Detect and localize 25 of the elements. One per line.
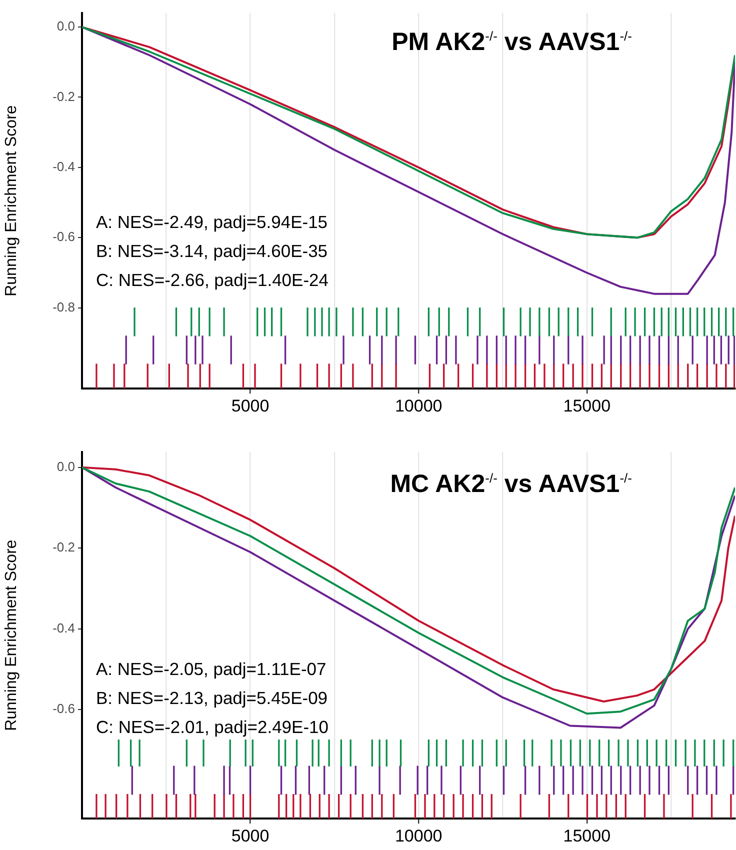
y-tick-label: 0.0 bbox=[56, 458, 75, 474]
y-tick-label: -0.4 bbox=[52, 159, 75, 174]
x-tick-label: 10000 bbox=[394, 826, 442, 846]
x-tick-label: 5000 bbox=[231, 826, 270, 846]
y-tick-label: -0.6 bbox=[52, 229, 75, 244]
annotation: B: NES=-2.13, padj=5.45E-09 bbox=[96, 687, 329, 710]
y-tick-label: -0.2 bbox=[52, 88, 75, 104]
x-tick-label: 5000 bbox=[231, 396, 270, 416]
text: PM AK2$^{-/-}$ vs AAVS1$^{-/-}$ bbox=[392, 28, 632, 57]
annotation: C: NES=-2.66, padj=1.40E-24 bbox=[96, 269, 329, 292]
y-tick-label: -0.8 bbox=[52, 299, 75, 314]
y-tick-label: 0.0 bbox=[56, 18, 75, 34]
annotation: C: NES=-2.01, padj=2.49E-10 bbox=[96, 716, 329, 739]
y-tick-label: -0.4 bbox=[52, 620, 75, 636]
y-axis-title: Running Enrichment Score bbox=[3, 105, 20, 296]
y-tick-label: -0.2 bbox=[52, 540, 75, 555]
y-tick-label: -0.6 bbox=[52, 701, 75, 716]
x-tick-label: 15000 bbox=[563, 396, 611, 416]
text: MC AK2$^{-/-}$ vs AAVS1$^{-/-}$ bbox=[390, 470, 632, 499]
annotation: B: NES=-3.14, padj=4.60E-35 bbox=[96, 240, 329, 263]
x-tick-label: 10000 bbox=[394, 396, 442, 416]
annotation: A: NES=-2.05, padj=1.11E-07 bbox=[96, 658, 328, 681]
annotation: A: NES=-2.49, padj=5.94E-15 bbox=[96, 211, 329, 234]
x-tick-label: 15000 bbox=[563, 826, 611, 846]
y-axis-title: Running Enrichment Score bbox=[3, 540, 20, 731]
